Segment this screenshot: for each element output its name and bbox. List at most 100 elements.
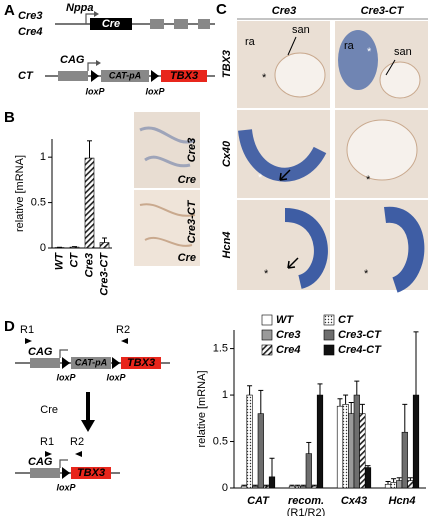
micrograph xyxy=(134,112,200,188)
image-probe: Cre xyxy=(178,174,196,186)
cag: CAG xyxy=(28,456,53,468)
cat-pa: CAT-pA xyxy=(109,70,141,80)
cag-box xyxy=(30,468,60,478)
primer-arrow xyxy=(121,338,128,344)
x-tick-label: Hcn4 xyxy=(389,495,416,507)
arrowhead xyxy=(94,11,99,17)
bar xyxy=(396,480,403,489)
legend-label: Cre4-CT xyxy=(338,344,382,356)
annotation: * xyxy=(364,268,369,280)
promoter-arrow xyxy=(59,459,68,468)
image-probe: Cre xyxy=(178,252,196,264)
enzyme: Cre xyxy=(40,404,58,416)
primer-arrow xyxy=(75,451,82,457)
exon xyxy=(174,19,188,29)
promoter-arrow xyxy=(85,13,94,24)
loxp-site xyxy=(62,467,70,479)
x-tick-label: CAT xyxy=(247,495,270,507)
bar xyxy=(246,394,253,489)
tissue xyxy=(139,203,196,247)
bar xyxy=(252,485,259,489)
column-header: Cre3 xyxy=(272,5,296,17)
y-tick-label: 0 xyxy=(40,242,46,254)
arrowhead xyxy=(81,420,95,432)
bar xyxy=(364,467,372,489)
pointer xyxy=(385,59,396,76)
stain xyxy=(284,208,328,289)
bar xyxy=(288,485,296,489)
primer-arrow xyxy=(45,451,52,457)
tbx3-box xyxy=(71,467,111,479)
loxp-site xyxy=(112,357,120,369)
bar xyxy=(263,485,270,489)
line-name: Cre4 xyxy=(18,26,42,38)
arrow xyxy=(287,257,299,269)
y-tick-label: 1 xyxy=(40,151,46,163)
legend-swatch xyxy=(323,314,335,326)
annotation: * xyxy=(367,46,372,58)
loxp: loxP xyxy=(106,372,126,382)
line-name: Cre3 xyxy=(18,10,42,22)
primer: R1 xyxy=(20,324,34,336)
bar xyxy=(407,480,414,489)
x-tick-label: Cre3 xyxy=(83,253,95,277)
tbx3-box xyxy=(161,70,207,82)
tissue xyxy=(379,61,421,99)
loxp-site xyxy=(151,70,159,82)
tbx3: TBX3 xyxy=(77,467,105,479)
panel-label: C xyxy=(216,1,227,18)
y-tick-label: 1.5 xyxy=(213,342,228,354)
x-tick-label: Cre3-CT xyxy=(98,252,110,296)
bar xyxy=(300,485,307,489)
loxp: loxP xyxy=(56,482,76,492)
legend-swatch xyxy=(323,329,335,341)
column-header: Cre3-CT xyxy=(361,5,405,17)
legend-label: CT xyxy=(338,314,354,326)
bar xyxy=(240,485,248,489)
primer: R2 xyxy=(116,324,130,336)
loxp: loxP xyxy=(56,372,76,382)
annotation: * xyxy=(262,72,267,84)
bar xyxy=(305,453,312,489)
annotation: * xyxy=(264,268,269,280)
promoter: Nppa xyxy=(66,2,94,14)
legend-swatch xyxy=(261,314,273,326)
row-header: Cx40 xyxy=(221,140,233,167)
annotation: * xyxy=(258,172,263,184)
y-tick-label: 0 xyxy=(222,482,228,494)
primer: R1 xyxy=(40,436,54,448)
bar xyxy=(359,413,366,489)
stain xyxy=(238,128,327,182)
construct: CT xyxy=(18,70,34,82)
cat-box xyxy=(71,357,111,369)
cag: CAG xyxy=(28,346,53,358)
bar xyxy=(316,394,324,489)
legend-swatch xyxy=(261,329,273,341)
y-tick-label: 1 xyxy=(222,389,228,401)
image-line: Cre3-CT xyxy=(186,199,198,243)
cag-box xyxy=(30,358,60,368)
x-tick-label: (R1/R2) xyxy=(287,507,326,516)
x-tick-label: Cx43 xyxy=(341,495,367,507)
bar xyxy=(384,483,392,489)
legend-label: WT xyxy=(276,314,294,326)
bar xyxy=(390,482,397,489)
cag-box xyxy=(58,71,88,81)
image-line: Cre3 xyxy=(186,138,198,162)
annotation: san xyxy=(292,24,310,36)
tbx3: TBX3 xyxy=(170,70,198,82)
annotation: ra xyxy=(344,40,355,52)
primer: R2 xyxy=(70,436,84,448)
tbx3: TBX3 xyxy=(127,357,155,369)
y-tick-label: 0.5 xyxy=(31,196,46,208)
legend-label: Cre3 xyxy=(276,329,300,341)
bar xyxy=(257,413,264,489)
tissue xyxy=(346,119,418,181)
stain xyxy=(338,30,378,90)
promoter-arrow xyxy=(59,349,68,358)
stain xyxy=(384,206,425,293)
y-tick-label: 0.5 xyxy=(213,435,228,447)
annotation: * xyxy=(366,174,371,186)
panel-label: B xyxy=(4,109,15,126)
